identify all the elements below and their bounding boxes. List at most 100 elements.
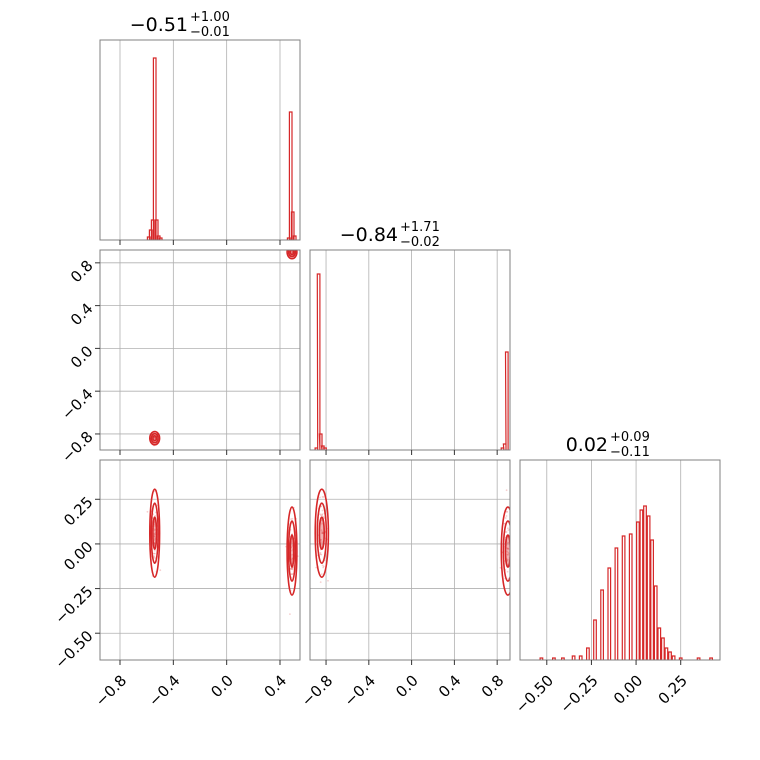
- panel-title-value: −0.51: [130, 14, 188, 36]
- panel-title-lower: −0.02: [400, 235, 440, 250]
- sample-point: [319, 513, 322, 516]
- x-tick-label: 0.4: [435, 672, 465, 702]
- sample-point: [153, 536, 156, 538]
- y-tick-label: −0.25: [51, 582, 96, 627]
- y-tick-label: −0.4: [58, 385, 96, 423]
- sample-point: [504, 517, 507, 519]
- sample-point: [290, 567, 293, 570]
- sample-point: [319, 551, 322, 554]
- sample-point: [291, 247, 293, 249]
- sample-point: [290, 244, 292, 246]
- sample-point: [321, 496, 324, 498]
- panel-title-value: 0.02: [566, 434, 608, 456]
- sample-point: [320, 505, 323, 508]
- x-tick-label: 0.25: [655, 672, 691, 708]
- sample-point: [153, 555, 156, 558]
- sample-point: [291, 553, 294, 556]
- sample-point: [153, 532, 156, 535]
- sample-point: [321, 513, 324, 515]
- sample-point: [505, 531, 508, 533]
- sample-point: [507, 551, 510, 554]
- sample-point: [291, 568, 294, 571]
- sample-point: [320, 514, 322, 517]
- panel-title-lower: −0.11: [610, 445, 650, 460]
- panel-frame-2-2: [519, 459, 721, 661]
- sample-point: [291, 248, 293, 250]
- sample-point: [506, 511, 509, 513]
- sample-point: [291, 251, 294, 254]
- sample-point: [290, 246, 292, 248]
- contour-1-1: [502, 520, 510, 582]
- sample-point: [291, 544, 294, 547]
- sample-point: [507, 577, 510, 580]
- y-tick-label: 0.25: [60, 493, 96, 529]
- sample-point: [290, 568, 292, 571]
- sample-point: [154, 525, 156, 527]
- sample-point: [506, 550, 509, 553]
- sample-point: [507, 527, 509, 530]
- contour-0-2: [318, 516, 325, 551]
- sample-point: [291, 517, 294, 520]
- sample-point: [153, 529, 156, 532]
- x-tick-label: −0.4: [145, 672, 183, 710]
- sample-point: [506, 541, 509, 544]
- marks-layer: [100, 57, 720, 661]
- y-tick-label: 0.8: [67, 257, 97, 287]
- sample-point: [507, 529, 510, 531]
- sample-point: [511, 522, 513, 524]
- frames-layer: [99, 39, 721, 661]
- sample-point: [322, 516, 325, 518]
- sample-point: [153, 523, 156, 526]
- sample-point: [154, 528, 157, 531]
- panel-frame-2-1: [309, 459, 511, 661]
- sample-point: [320, 532, 323, 535]
- sample-point: [320, 553, 323, 556]
- sample-point: [503, 522, 505, 525]
- panel-frame-1-0: [99, 249, 301, 451]
- sample-point: [321, 523, 323, 525]
- panel-frame-2-0: [99, 459, 301, 661]
- panel-title-upper: +0.09: [610, 430, 650, 445]
- sample-point: [291, 247, 293, 249]
- sample-point: [291, 573, 294, 575]
- sample-point: [153, 490, 156, 493]
- sample-point: [153, 552, 156, 555]
- sample-point: [505, 489, 508, 492]
- y-tick-label: −0.8: [58, 428, 96, 466]
- sample-point: [506, 553, 509, 556]
- panel-content-2-1: [314, 488, 513, 596]
- grid-layer: [100, 40, 682, 660]
- contour-0-0: [314, 488, 330, 579]
- panel-title-value: −0.84: [340, 224, 398, 246]
- sample-point: [320, 539, 322, 541]
- contour-0-1: [150, 502, 159, 565]
- sample-point: [291, 573, 293, 575]
- sample-point: [290, 546, 293, 549]
- x-tick-label: −0.4: [341, 672, 379, 710]
- sample-point: [511, 535, 513, 537]
- sample-point: [321, 509, 324, 512]
- sample-point: [322, 496, 325, 498]
- panel-title-lower: −0.01: [190, 25, 230, 40]
- sample-point: [290, 518, 292, 520]
- contour-0-1: [316, 502, 328, 565]
- sample-point: [505, 510, 508, 513]
- sample-point: [319, 553, 322, 556]
- x-tick-label: −0.50: [512, 672, 557, 717]
- sample-point: [291, 568, 293, 570]
- sample-point: [511, 521, 513, 523]
- sample-point: [319, 581, 322, 583]
- sample-point: [507, 547, 509, 550]
- x-tick-label: 0.00: [610, 672, 646, 708]
- contour-0-0: [149, 430, 161, 446]
- x-tick-label: −0.8: [298, 672, 336, 710]
- y-tick-label: 0.00: [60, 538, 96, 574]
- contour-1-1: [287, 520, 297, 582]
- sample-point: [154, 552, 156, 555]
- sample-point: [153, 556, 156, 559]
- x-tick-label: 0.8: [478, 672, 508, 702]
- text-layer: −0.8 −0.4 0.0 0.4 −0.8 −0.4 0.0 0.4 0.8 −0.50 −0.2…: [51, 10, 691, 717]
- contour-1-2: [504, 534, 510, 568]
- contour-0-2: [152, 435, 158, 442]
